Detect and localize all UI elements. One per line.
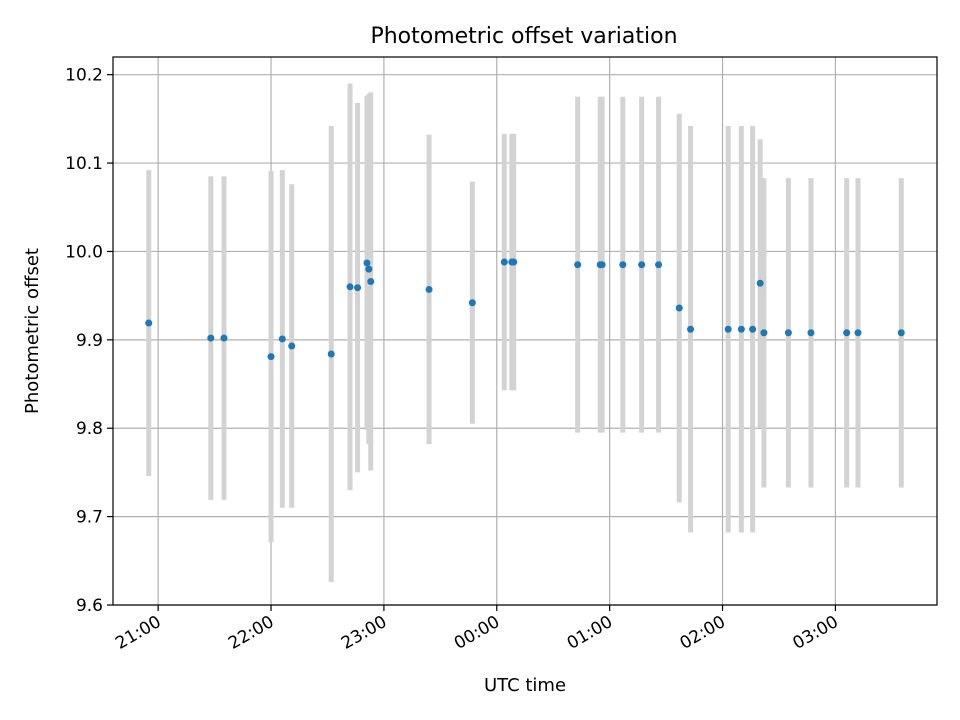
y-axis-ticks: 9.6 9.7 9.8 9.9 10.0 10.1 10.2	[65, 66, 113, 616]
data-point	[749, 325, 757, 333]
data-point	[760, 329, 768, 337]
y-tick-label: 10.0	[65, 242, 103, 262]
data-point	[346, 283, 354, 291]
data-point	[365, 265, 373, 273]
data-point	[220, 334, 228, 342]
data-point	[756, 279, 764, 287]
y-tick-label: 10.1	[65, 154, 103, 174]
data-point	[145, 319, 153, 327]
data-point	[807, 329, 815, 337]
y-tick-label: 10.2	[65, 66, 103, 86]
data-point	[425, 285, 433, 293]
data-point	[500, 258, 508, 266]
y-tick-label: 9.7	[76, 508, 103, 528]
grid	[113, 57, 937, 606]
x-tick-label: 22:00	[225, 612, 277, 654]
data-point	[619, 261, 627, 269]
plot-frame	[112, 56, 938, 606]
data-point	[288, 342, 296, 350]
y-tick-label: 9.6	[76, 596, 103, 616]
data-point	[854, 329, 862, 337]
data-point	[367, 278, 375, 286]
data-point	[468, 299, 476, 307]
data-point	[784, 329, 792, 337]
y-axis-label: Photometric offset	[22, 248, 43, 414]
data-points	[145, 258, 905, 361]
x-axis-ticks: 21:00 22:00 23:00 00:00 01:00 02:00 03:00	[112, 605, 842, 654]
data-point	[510, 258, 518, 266]
data-point	[278, 335, 286, 343]
y-tick-label: 9.8	[76, 419, 103, 439]
data-point	[363, 259, 371, 267]
data-point	[267, 353, 275, 361]
data-point	[897, 329, 905, 337]
x-tick-label: 23:00	[338, 612, 390, 654]
data-point	[724, 325, 732, 333]
x-tick-label: 00:00	[451, 612, 503, 654]
x-tick-label: 03:00	[789, 612, 841, 654]
data-point	[675, 304, 683, 312]
data-point	[737, 325, 745, 333]
x-tick-label: 02:00	[677, 612, 729, 654]
data-point	[687, 325, 695, 333]
x-tick-label: 21:00	[112, 612, 164, 654]
data-point	[327, 350, 335, 358]
data-point	[638, 261, 646, 269]
data-point	[207, 334, 215, 342]
y-tick-label: 9.9	[76, 331, 103, 351]
data-point	[354, 284, 362, 292]
data-point	[843, 329, 851, 337]
data-point	[598, 261, 606, 269]
x-axis-label: UTC time	[484, 675, 566, 696]
chart-title: Photometric offset variation	[370, 24, 677, 49]
data-point	[655, 261, 663, 269]
data-point	[574, 261, 582, 269]
x-tick-label: 01:00	[564, 612, 616, 654]
